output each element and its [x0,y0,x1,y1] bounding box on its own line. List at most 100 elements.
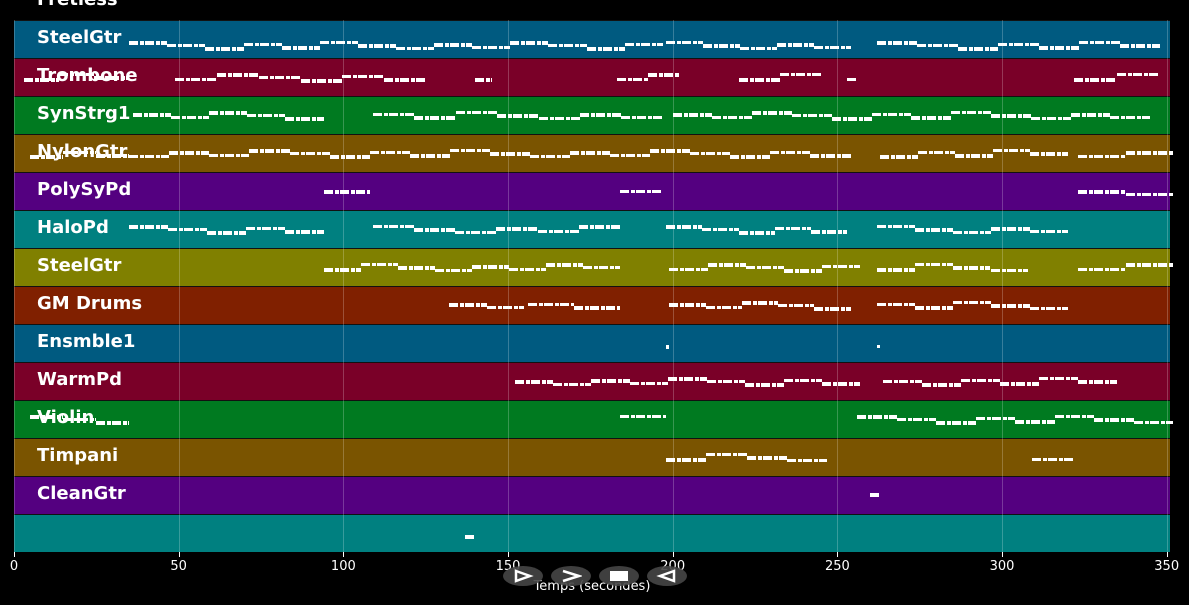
note-segment [360,263,398,266]
note-segment [249,149,290,153]
note-segment [666,345,670,349]
note-segment [914,263,953,266]
note-segment [746,456,788,460]
grid-line [178,20,180,552]
note-segment [448,302,487,307]
note-segment [610,153,651,157]
forward-button[interactable] [551,566,591,586]
note-segment [217,73,259,77]
note-segment [455,231,497,234]
note-segment [319,41,358,44]
note-segment [527,302,574,306]
x-tick-label: 0 [9,559,19,574]
note-segment [883,380,923,383]
note-segment [991,304,1030,308]
note-segment [896,418,937,421]
note-segment [1117,73,1161,76]
note-segment [455,111,498,114]
note-segment [580,112,622,117]
note-segment [1039,377,1079,380]
note-segment [537,229,579,233]
note-segment [915,305,954,310]
x-tick [178,552,180,557]
note-segment [813,45,851,49]
note-segment [911,115,952,120]
rewind-button[interactable] [647,566,687,586]
note-segment [465,535,476,539]
note-segment [821,381,861,386]
note-segment [582,266,620,269]
note-segment [247,114,286,117]
note-segment [1079,41,1120,44]
note-segment [1094,418,1134,422]
note-segment [741,301,779,305]
note-segment [486,305,525,309]
note-segment [471,264,509,269]
note-segment [666,225,703,229]
note-segment [952,266,991,270]
note-segment [712,115,753,119]
note-segment [1029,229,1068,233]
note-segment [917,150,956,154]
note-segment [876,41,918,45]
note-segment [553,383,592,386]
note-segment [205,47,244,51]
grid-line [1166,20,1168,552]
note-segment [650,149,691,153]
note-segment [63,150,97,154]
note-segment [342,74,384,78]
note-segment [629,381,669,385]
note-segment [752,111,793,115]
note-segment [847,77,858,81]
note-segment [957,47,999,51]
note-segment [1119,44,1161,48]
note-segment [621,115,663,119]
x-tick-label: 50 [170,559,187,574]
note-segment [1030,117,1071,120]
play-button[interactable] [503,566,543,586]
note-segment [702,44,740,48]
note-segment [953,301,992,304]
stop-button[interactable] [599,566,639,586]
note-segment [94,76,130,80]
note-segment [647,73,680,77]
x-tick [837,552,839,557]
note-segment [1125,150,1174,155]
track-label: GM Drums [37,293,143,314]
note-segment [243,42,282,46]
note-segment [545,263,583,267]
note-segment [245,226,285,230]
note-segment [369,150,410,154]
note-segment [998,42,1039,46]
note-segment [586,47,625,51]
note-segment [514,380,554,384]
note-segment [357,44,397,48]
note-segment [30,155,64,159]
note-segment [414,115,456,120]
track-label: SynStrg1 [37,103,131,124]
note-segment [666,41,703,44]
note-segment [1074,77,1118,82]
track-row [14,476,1170,514]
note-segment [496,226,538,231]
track-row [14,58,1170,96]
note-segment [1031,457,1075,461]
note-segment [672,112,713,117]
note-segment [209,153,250,157]
rewind-icon [656,569,676,583]
note-segment [129,41,168,45]
note-segment [668,377,707,381]
note-segment [570,150,611,155]
track-row [14,20,1170,58]
note-segment [706,380,746,383]
track-row [14,324,1170,362]
note-segment [1125,193,1174,196]
note-segment [434,42,473,47]
note-segment [300,79,343,83]
note-segment [871,112,912,116]
track-label: WarmPd [37,369,123,390]
x-tick-label: 250 [824,559,850,574]
note-segment [857,415,897,419]
note-segment [1015,419,1055,424]
note-segment [1054,415,1095,418]
